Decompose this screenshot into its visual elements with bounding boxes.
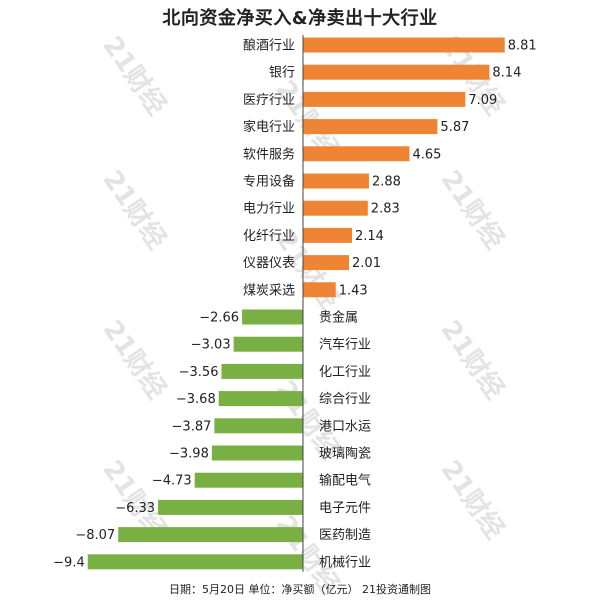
value-label: −4.73 [152,474,192,489]
value-label: −3.56 [179,365,219,380]
category-label: 玻璃陶瓷 [319,446,371,462]
value-label: 2.88 [372,175,401,190]
category-label: 港口水运 [319,419,371,434]
bar-电力行业 [303,200,368,216]
category-label: 贵金属 [319,310,358,326]
bar-煤炭采选 [303,282,336,298]
bar-输配电气 [194,472,303,488]
category-label: 软件服务 [243,146,295,162]
bar-医疗行业 [303,91,466,107]
value-label: −2.66 [199,311,239,326]
bar-港口水运 [214,418,303,434]
value-label: 2.83 [371,202,400,217]
category-label: 医药制造 [319,528,371,543]
category-label: 仪器仪表 [243,256,295,271]
category-label: 电力行业 [243,202,295,217]
bar-电子元件 [158,499,303,515]
value-label: −9.4 [53,555,85,570]
value-label: −6.33 [115,501,155,516]
bar-贵金属 [242,309,303,325]
category-label: 煤炭采选 [243,283,295,298]
bar-化纤行业 [303,227,353,243]
bar-仪器仪表 [303,255,350,271]
bar-汽车行业 [233,336,303,352]
bar-玻璃陶瓷 [211,445,303,461]
value-label: 7.09 [468,93,497,108]
bar-软件服务 [303,146,410,162]
value-label: −8.07 [75,528,115,543]
category-label: 输配电气 [319,473,371,489]
chart-title: 北向资金净买入&净卖出十大行业 [162,8,438,29]
value-label: −3.03 [191,338,231,353]
value-label: −3.68 [176,392,216,407]
value-label: 8.14 [492,66,521,81]
value-label: 2.14 [355,229,384,244]
category-label: 化工行业 [319,365,371,380]
category-label: 银行 [269,66,295,81]
bar-综合行业 [218,391,303,407]
category-label: 机械行业 [319,555,371,570]
category-label: 电子元件 [319,501,371,516]
value-label: 8.81 [508,39,537,54]
value-label: 1.43 [339,283,368,298]
bar-医药制造 [118,527,304,543]
value-label: 5.87 [440,120,469,135]
bar-酿酒行业 [303,37,505,53]
value-label: −3.87 [172,419,212,434]
bar-银行 [303,64,490,80]
category-label: 汽车行业 [319,337,371,353]
category-label: 综合行业 [319,392,371,407]
category-label: 化纤行业 [243,229,295,244]
chart-footer: 日期：5月20日 单位：净买额（亿元） 21投资通制图 [169,583,431,596]
value-label: 2.01 [352,256,381,271]
bar-化工行业 [221,363,303,379]
bar-机械行业 [87,554,304,570]
bar-家电行业 [303,119,438,135]
category-label: 家电行业 [243,119,295,135]
category-label: 酿酒行业 [243,38,295,54]
category-label: 专用设备 [243,174,295,190]
bar-专用设备 [303,173,369,189]
value-label: 4.65 [412,147,441,162]
category-label: 医疗行业 [243,93,295,108]
value-label: −3.98 [169,447,209,462]
